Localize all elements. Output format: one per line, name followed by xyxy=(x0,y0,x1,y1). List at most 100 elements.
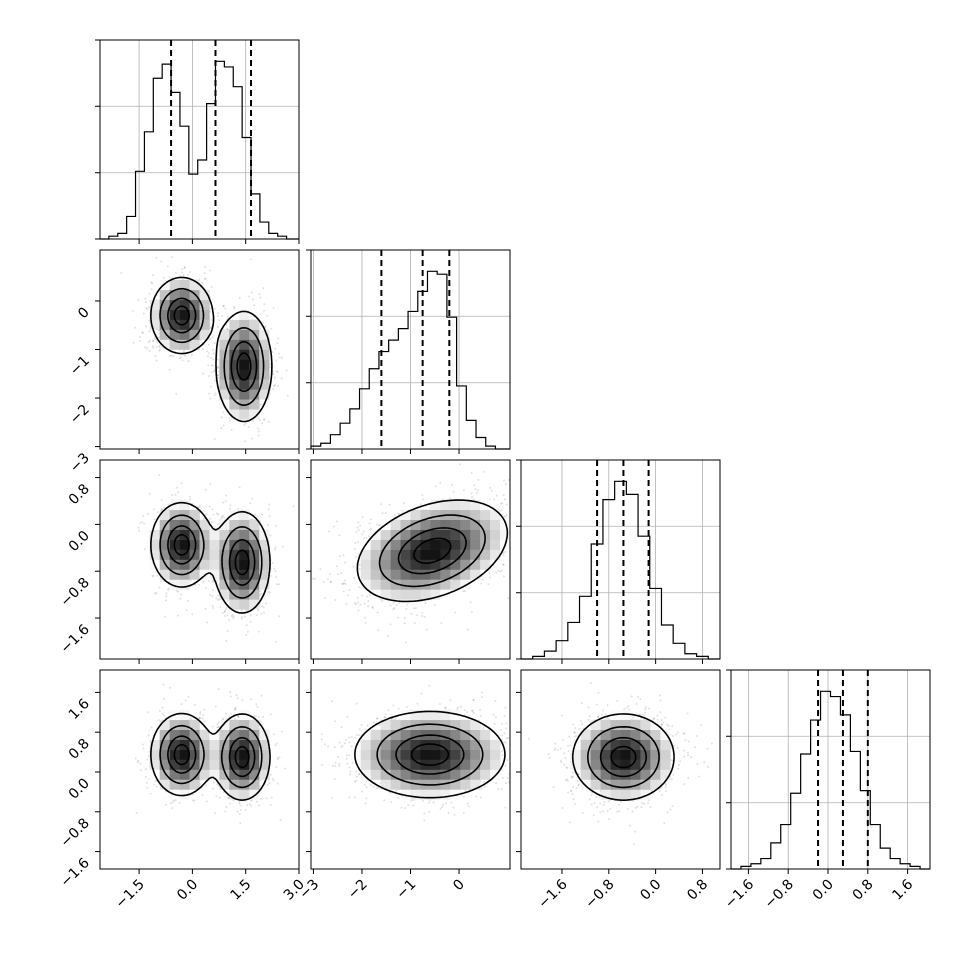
density-cell xyxy=(259,549,270,560)
scatter-point xyxy=(535,539,537,541)
scatter-point xyxy=(197,583,200,586)
scatter-point xyxy=(397,616,400,619)
density-cell xyxy=(219,579,230,590)
density-cell xyxy=(440,529,451,540)
density-cell xyxy=(420,539,431,550)
density-cell xyxy=(199,319,210,330)
scatter-point xyxy=(162,276,165,279)
scatter-point xyxy=(158,709,161,712)
scatter-point xyxy=(493,498,496,501)
scatter-point xyxy=(356,601,359,604)
scatter-point xyxy=(251,497,254,500)
scatter-point xyxy=(146,308,149,311)
scatter-point xyxy=(377,629,380,632)
scatter-point xyxy=(358,564,361,567)
scatter-point xyxy=(169,355,172,358)
scatter-point xyxy=(160,580,163,583)
scatter-point xyxy=(257,630,260,633)
scatter-point xyxy=(322,580,325,583)
scatter-point xyxy=(215,795,218,798)
scatter-point xyxy=(223,610,226,613)
density-cell xyxy=(249,399,260,410)
density-cell xyxy=(189,529,200,540)
scatter-point xyxy=(234,706,237,709)
density-cell xyxy=(189,339,200,350)
scatter-point xyxy=(216,522,219,525)
contour-level-1 xyxy=(159,514,263,599)
density-cell xyxy=(189,309,200,320)
scatter-point xyxy=(260,325,263,328)
scatter-point xyxy=(141,521,144,524)
scatter-point xyxy=(148,492,151,495)
scatter-point xyxy=(340,572,343,575)
scatter-point xyxy=(205,784,208,787)
scatter-point xyxy=(209,385,212,388)
density-cell xyxy=(169,579,180,590)
scatter-point xyxy=(343,579,346,582)
scatter-point xyxy=(238,486,241,489)
scatter-point xyxy=(180,593,183,596)
scatter-point xyxy=(177,590,180,593)
joint-content xyxy=(137,473,295,644)
histogram-steps-2 xyxy=(521,480,720,660)
scatter-point xyxy=(188,270,191,273)
scatter-point xyxy=(233,307,236,310)
scatter-point xyxy=(477,478,480,481)
density-cell xyxy=(229,339,240,350)
scatter-point xyxy=(213,370,216,373)
scatter-point xyxy=(273,548,276,551)
scatter-point xyxy=(278,615,281,618)
scatter-point xyxy=(489,576,492,579)
scatter-point xyxy=(505,514,508,517)
scatter-point xyxy=(209,307,212,310)
scatter-point xyxy=(250,291,253,294)
scatter-point xyxy=(217,513,220,516)
scatter-point xyxy=(211,588,214,591)
density-cell xyxy=(400,579,411,590)
density-cell xyxy=(450,549,461,560)
scatter-point xyxy=(489,486,492,489)
scatter-point xyxy=(265,602,268,605)
scatter-point xyxy=(470,610,473,613)
density-cell xyxy=(490,509,501,520)
density-cell xyxy=(239,379,250,390)
scatter-point xyxy=(500,509,503,512)
scatter-point xyxy=(222,501,225,504)
density-cell xyxy=(390,559,401,570)
scatter-point xyxy=(329,580,332,583)
scatter-point xyxy=(495,494,498,497)
density-cell xyxy=(189,329,200,340)
density-cell xyxy=(470,529,481,540)
density-cell xyxy=(470,559,481,570)
scatter-point xyxy=(274,570,277,573)
scatter-point xyxy=(240,609,243,612)
density-cell xyxy=(460,559,471,570)
scatter-point xyxy=(217,370,220,373)
scatter-point xyxy=(347,594,350,597)
scatter-point xyxy=(274,384,277,387)
scatter-point xyxy=(144,301,147,304)
histogram-steps-0 xyxy=(100,60,299,240)
scatter-point xyxy=(222,514,225,517)
density-cell xyxy=(229,559,240,570)
density-cell xyxy=(400,569,411,580)
scatter-point xyxy=(487,583,490,586)
density-cell xyxy=(450,539,461,550)
scatter-point xyxy=(134,757,137,760)
density-cell xyxy=(490,549,501,560)
scatter-point xyxy=(503,498,506,501)
density-cell xyxy=(470,549,481,560)
scatter-point xyxy=(240,616,243,619)
density-cell xyxy=(390,519,401,530)
density-cell xyxy=(410,519,421,530)
scatter-point xyxy=(398,602,401,605)
density-cell xyxy=(259,569,270,580)
scatter-point xyxy=(522,527,524,529)
scatter-point xyxy=(277,583,280,586)
scatter-point xyxy=(167,588,170,591)
scatter-point xyxy=(270,796,273,799)
density-cell xyxy=(400,519,411,530)
density-cell xyxy=(259,579,270,590)
scatter-point xyxy=(211,336,214,339)
density-cell xyxy=(159,319,170,330)
